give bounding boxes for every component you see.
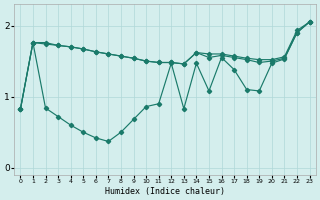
X-axis label: Humidex (Indice chaleur): Humidex (Indice chaleur) <box>105 187 225 196</box>
